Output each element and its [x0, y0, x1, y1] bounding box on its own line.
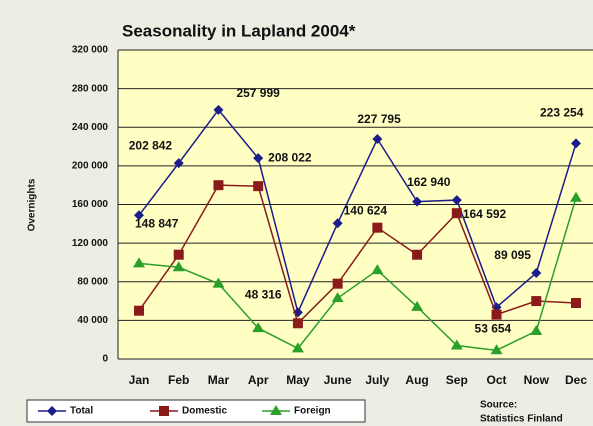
x-tick-label: Mar [208, 373, 230, 387]
data-label: 257 999 [236, 86, 280, 100]
data-label: 227 795 [357, 112, 401, 126]
marker [213, 180, 224, 191]
marker [531, 296, 542, 307]
data-label: 89 095 [494, 248, 531, 262]
marker [134, 305, 144, 316]
marker [270, 405, 282, 415]
marker [451, 208, 462, 219]
marker [159, 406, 169, 416]
marker [411, 300, 424, 311]
data-label: 148 847 [135, 216, 179, 230]
data-label: 162 940 [407, 175, 451, 189]
marker [253, 153, 264, 164]
series-line [138, 108, 577, 315]
marker [292, 318, 303, 329]
marker [332, 218, 343, 229]
y-tick-label: 120 000 [72, 238, 109, 249]
marker [491, 309, 502, 320]
x-tick-label: Apr [248, 373, 269, 387]
x-tick-label: Aug [405, 373, 428, 387]
marker [252, 322, 265, 333]
x-tick-label: July [365, 373, 389, 387]
marker [213, 104, 224, 115]
y-tick-label: 160 000 [72, 199, 109, 210]
y-tick-label: 280 000 [72, 83, 109, 94]
data-label: 208 022 [268, 150, 312, 164]
marker [133, 257, 145, 268]
marker [570, 191, 582, 202]
x-tick-label: Jan [129, 373, 150, 387]
data-label: 53 654 [475, 321, 512, 335]
marker [450, 339, 463, 350]
marker [331, 292, 344, 303]
source: Source: [480, 400, 517, 411]
legend-label: Total [70, 406, 93, 417]
marker [451, 195, 462, 206]
y-tick-label: 80 000 [77, 276, 108, 287]
marker [571, 138, 581, 149]
x-tick-label: May [286, 373, 310, 387]
y-tick-label: 200 000 [72, 161, 109, 172]
source-detail: Statistics Finland [480, 414, 563, 425]
data-label: 164 592 [463, 207, 507, 221]
x-tick-label: Sep [446, 373, 468, 387]
marker [212, 277, 225, 288]
y-tick-label: 0 [102, 354, 108, 365]
marker [531, 267, 542, 278]
marker [291, 342, 304, 353]
marker [372, 134, 383, 145]
data-label: 140 624 [344, 203, 388, 217]
marker [571, 297, 581, 308]
data-label: 48 316 [245, 288, 282, 302]
marker [412, 196, 423, 207]
legend-label: Foreign [294, 406, 331, 417]
x-tick-label: Dec [565, 373, 587, 387]
marker [412, 249, 423, 260]
marker [173, 158, 184, 169]
marker [371, 264, 384, 275]
marker [530, 324, 543, 335]
marker [173, 249, 184, 260]
series-line [138, 197, 577, 352]
chart-title: Seasonality in Lapland 2004* [122, 21, 356, 40]
y-axis-label: Overnights [27, 178, 38, 231]
data-label: 223 254 [540, 106, 584, 120]
marker [490, 344, 503, 355]
x-tick-label: Now [524, 373, 550, 387]
legend-label: Domestic [182, 406, 227, 417]
x-tick-label: Oct [487, 373, 507, 387]
y-tick-label: 320 000 [72, 45, 109, 56]
marker [47, 406, 57, 416]
y-tick-label: 40 000 [77, 315, 108, 326]
data-label: 202 842 [129, 138, 173, 152]
marker [372, 222, 383, 233]
marker [134, 210, 144, 221]
y-tick-label: 240 000 [72, 122, 109, 133]
series-line [138, 184, 577, 325]
marker [253, 181, 264, 192]
marker [332, 278, 343, 289]
marker [172, 261, 185, 272]
x-tick-label: June [324, 373, 352, 387]
x-tick-label: Feb [168, 373, 189, 387]
legend [26, 399, 366, 423]
